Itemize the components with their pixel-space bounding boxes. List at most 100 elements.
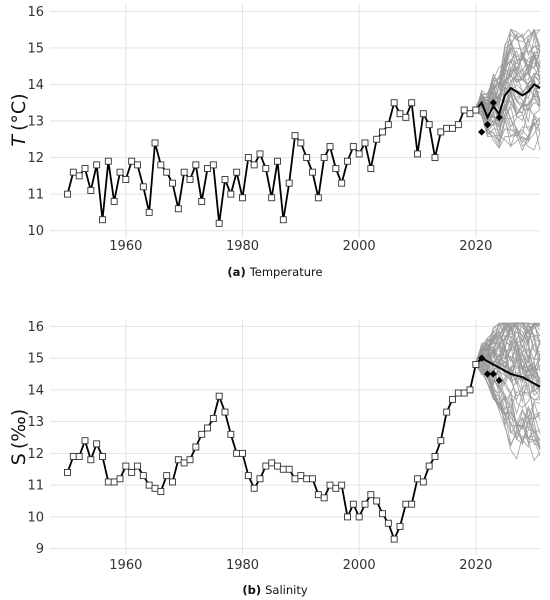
observed-point bbox=[81, 437, 89, 445]
ensemble-member-line bbox=[475, 321, 541, 365]
observed-point bbox=[419, 110, 427, 118]
observed-point bbox=[87, 456, 95, 464]
observed-point bbox=[297, 139, 305, 147]
y-tick-label: 11 bbox=[27, 479, 44, 494]
observed-point bbox=[93, 440, 101, 448]
observed-point bbox=[244, 472, 252, 480]
observed-point bbox=[414, 150, 421, 158]
observed-point bbox=[309, 168, 316, 176]
temperature-panel: 10 11 12 13 14 15 16 1960 1980 2000 2020 T(°C) (a… bbox=[8, 4, 541, 279]
ensemble-member-line bbox=[475, 337, 541, 380]
observed-point bbox=[157, 488, 165, 495]
ensemble-member-line bbox=[475, 83, 541, 123]
observed-point bbox=[215, 392, 223, 400]
test-point-diamond bbox=[478, 128, 486, 136]
salinity-y-axis-label: S(‰) bbox=[8, 409, 30, 465]
observed-point bbox=[64, 190, 71, 198]
salinity-ensemble bbox=[475, 321, 541, 462]
observed-point bbox=[402, 113, 410, 121]
ensemble-member-line bbox=[475, 341, 541, 382]
observed-point bbox=[116, 475, 124, 483]
y-tick-label: 10 bbox=[27, 510, 44, 525]
ensemble-member-line bbox=[475, 109, 541, 147]
observed-point bbox=[215, 219, 223, 227]
observed-point bbox=[151, 139, 159, 147]
observed-point bbox=[431, 154, 439, 162]
y-tick-label: 12 bbox=[27, 447, 44, 462]
test-point-diamond bbox=[489, 370, 497, 378]
observed-point bbox=[268, 459, 276, 467]
ensemble-member-line bbox=[475, 106, 541, 134]
observed-point bbox=[186, 176, 194, 183]
observed-point bbox=[338, 481, 346, 489]
observed-point bbox=[396, 110, 404, 118]
observed-point bbox=[367, 165, 375, 172]
observed-point bbox=[169, 179, 176, 187]
observed-point bbox=[425, 121, 433, 129]
observed-point bbox=[466, 110, 474, 118]
observed-point bbox=[75, 453, 83, 461]
observed-point bbox=[169, 478, 176, 486]
observed-point bbox=[198, 197, 206, 205]
observed-point bbox=[437, 128, 445, 136]
ensemble-member-line bbox=[475, 322, 541, 365]
observed-point bbox=[425, 462, 433, 470]
ensemble-member-line bbox=[475, 29, 541, 111]
observed-point bbox=[443, 124, 451, 132]
observed-point bbox=[268, 194, 276, 202]
observed-point bbox=[233, 449, 241, 457]
observed-point bbox=[379, 128, 386, 136]
observed-point bbox=[163, 168, 171, 176]
observed-point bbox=[262, 462, 270, 470]
observed-point bbox=[221, 176, 229, 183]
observed-point bbox=[233, 168, 241, 176]
ensemble-member-line bbox=[475, 50, 541, 113]
salinity-observed-series bbox=[64, 361, 480, 543]
test-point-diamond bbox=[495, 113, 503, 121]
observed-point bbox=[239, 449, 246, 457]
x-tick-label: 1980 bbox=[226, 239, 259, 254]
temperature-y-axis-label: T(°C) bbox=[8, 93, 30, 146]
observed-point bbox=[256, 150, 264, 158]
observed-point bbox=[443, 408, 451, 416]
observed-point bbox=[390, 99, 398, 107]
observed-point bbox=[99, 453, 106, 461]
observed-point bbox=[414, 475, 421, 483]
observed-point bbox=[180, 459, 188, 467]
y-tick-label: 16 bbox=[27, 5, 44, 20]
observed-point bbox=[396, 522, 404, 530]
observed-point bbox=[221, 408, 229, 416]
test-point-diamond bbox=[483, 121, 492, 129]
temperature-grid bbox=[50, 4, 540, 238]
temperature-test-points bbox=[478, 99, 503, 136]
x-tick-label: 1980 bbox=[226, 558, 259, 573]
observed-point bbox=[419, 478, 427, 486]
observed-point bbox=[460, 389, 468, 397]
x-tick-label: 2020 bbox=[459, 239, 492, 254]
observed-point bbox=[472, 361, 480, 368]
observed-point bbox=[285, 465, 293, 473]
observed-line bbox=[66, 364, 477, 542]
observed-point bbox=[373, 135, 381, 143]
observed-point bbox=[314, 194, 322, 202]
observed-point bbox=[332, 484, 340, 492]
observed-point bbox=[390, 535, 398, 543]
observed-point bbox=[332, 165, 340, 172]
y-tick-label: 13 bbox=[27, 415, 44, 430]
temperature-observed-series bbox=[64, 99, 480, 227]
observed-point bbox=[454, 121, 462, 129]
forecast-mean-line bbox=[475, 356, 541, 388]
test-point-diamond bbox=[495, 376, 503, 384]
observed-point bbox=[104, 478, 112, 486]
observed-point bbox=[151, 484, 159, 492]
observed-point bbox=[128, 468, 136, 476]
x-tick-label: 1960 bbox=[109, 239, 142, 254]
ensemble-member-line bbox=[475, 362, 541, 450]
observed-point bbox=[145, 481, 153, 489]
observed-point bbox=[209, 414, 217, 422]
observed-point bbox=[69, 453, 77, 461]
ensemble-member-line bbox=[475, 356, 541, 404]
observed-point bbox=[174, 456, 182, 464]
observed-point bbox=[320, 154, 328, 162]
observed-point bbox=[303, 475, 311, 483]
